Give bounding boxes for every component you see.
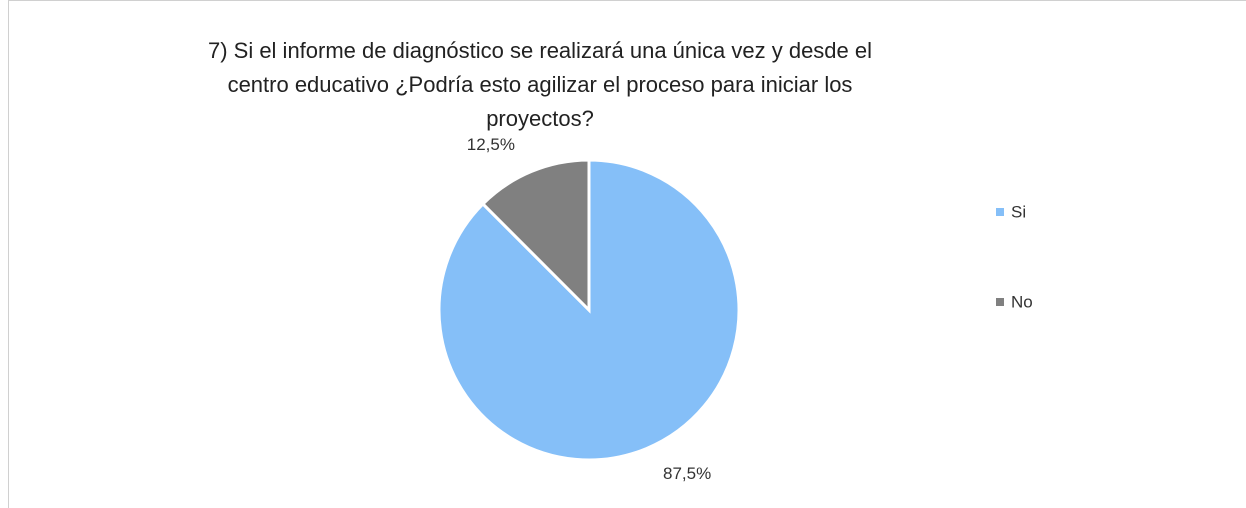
pie-slice — [480, 158, 591, 314]
legend-swatch — [996, 298, 1004, 306]
legend-label: No — [1011, 292, 1033, 311]
data-label: 87,5% — [663, 464, 711, 483]
data-label: 12,5% — [467, 135, 515, 154]
chart-title: 7) Si el informe de diagnóstico se reali… — [207, 38, 873, 131]
chart-frame — [8, 0, 1246, 508]
legend-swatch — [996, 208, 1004, 216]
legend-label: Si — [1011, 202, 1026, 221]
